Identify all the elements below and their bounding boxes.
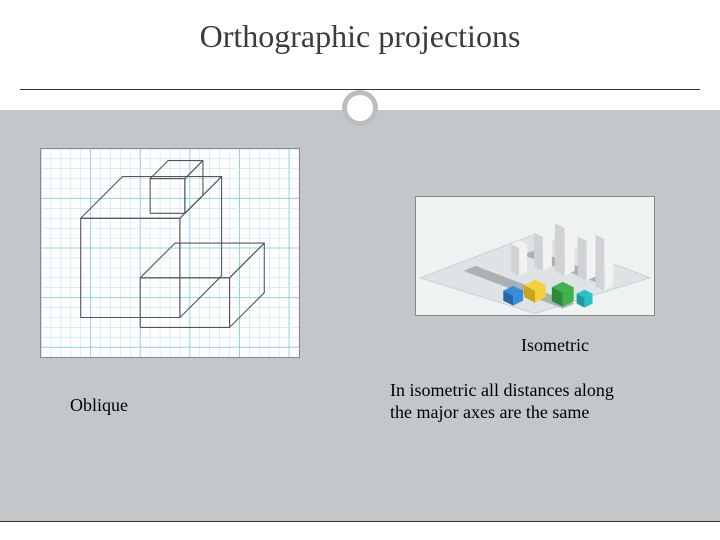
isometric-caption: Isometric xyxy=(430,334,680,357)
oblique-figure xyxy=(40,148,300,358)
columns: Oblique Isometric In isometric all dista… xyxy=(40,148,680,501)
isometric-description: In isometric all distances along the maj… xyxy=(390,379,630,424)
left-column: Oblique xyxy=(40,148,330,501)
ring-icon xyxy=(342,90,378,126)
title-zone: Orthographic projections xyxy=(0,0,720,110)
bottom-bar xyxy=(0,522,720,540)
oblique-caption: Oblique xyxy=(70,394,330,417)
oblique-drawing xyxy=(41,148,299,358)
isometric-figure xyxy=(415,196,655,316)
right-column: Isometric In isometric all distances alo… xyxy=(390,148,680,501)
body-zone: Oblique Isometric In isometric all dista… xyxy=(0,110,720,522)
slide: Orthographic projections Oblique Isometr… xyxy=(0,0,720,540)
isometric-drawing xyxy=(416,196,654,316)
page-title: Orthographic projections xyxy=(200,18,521,55)
